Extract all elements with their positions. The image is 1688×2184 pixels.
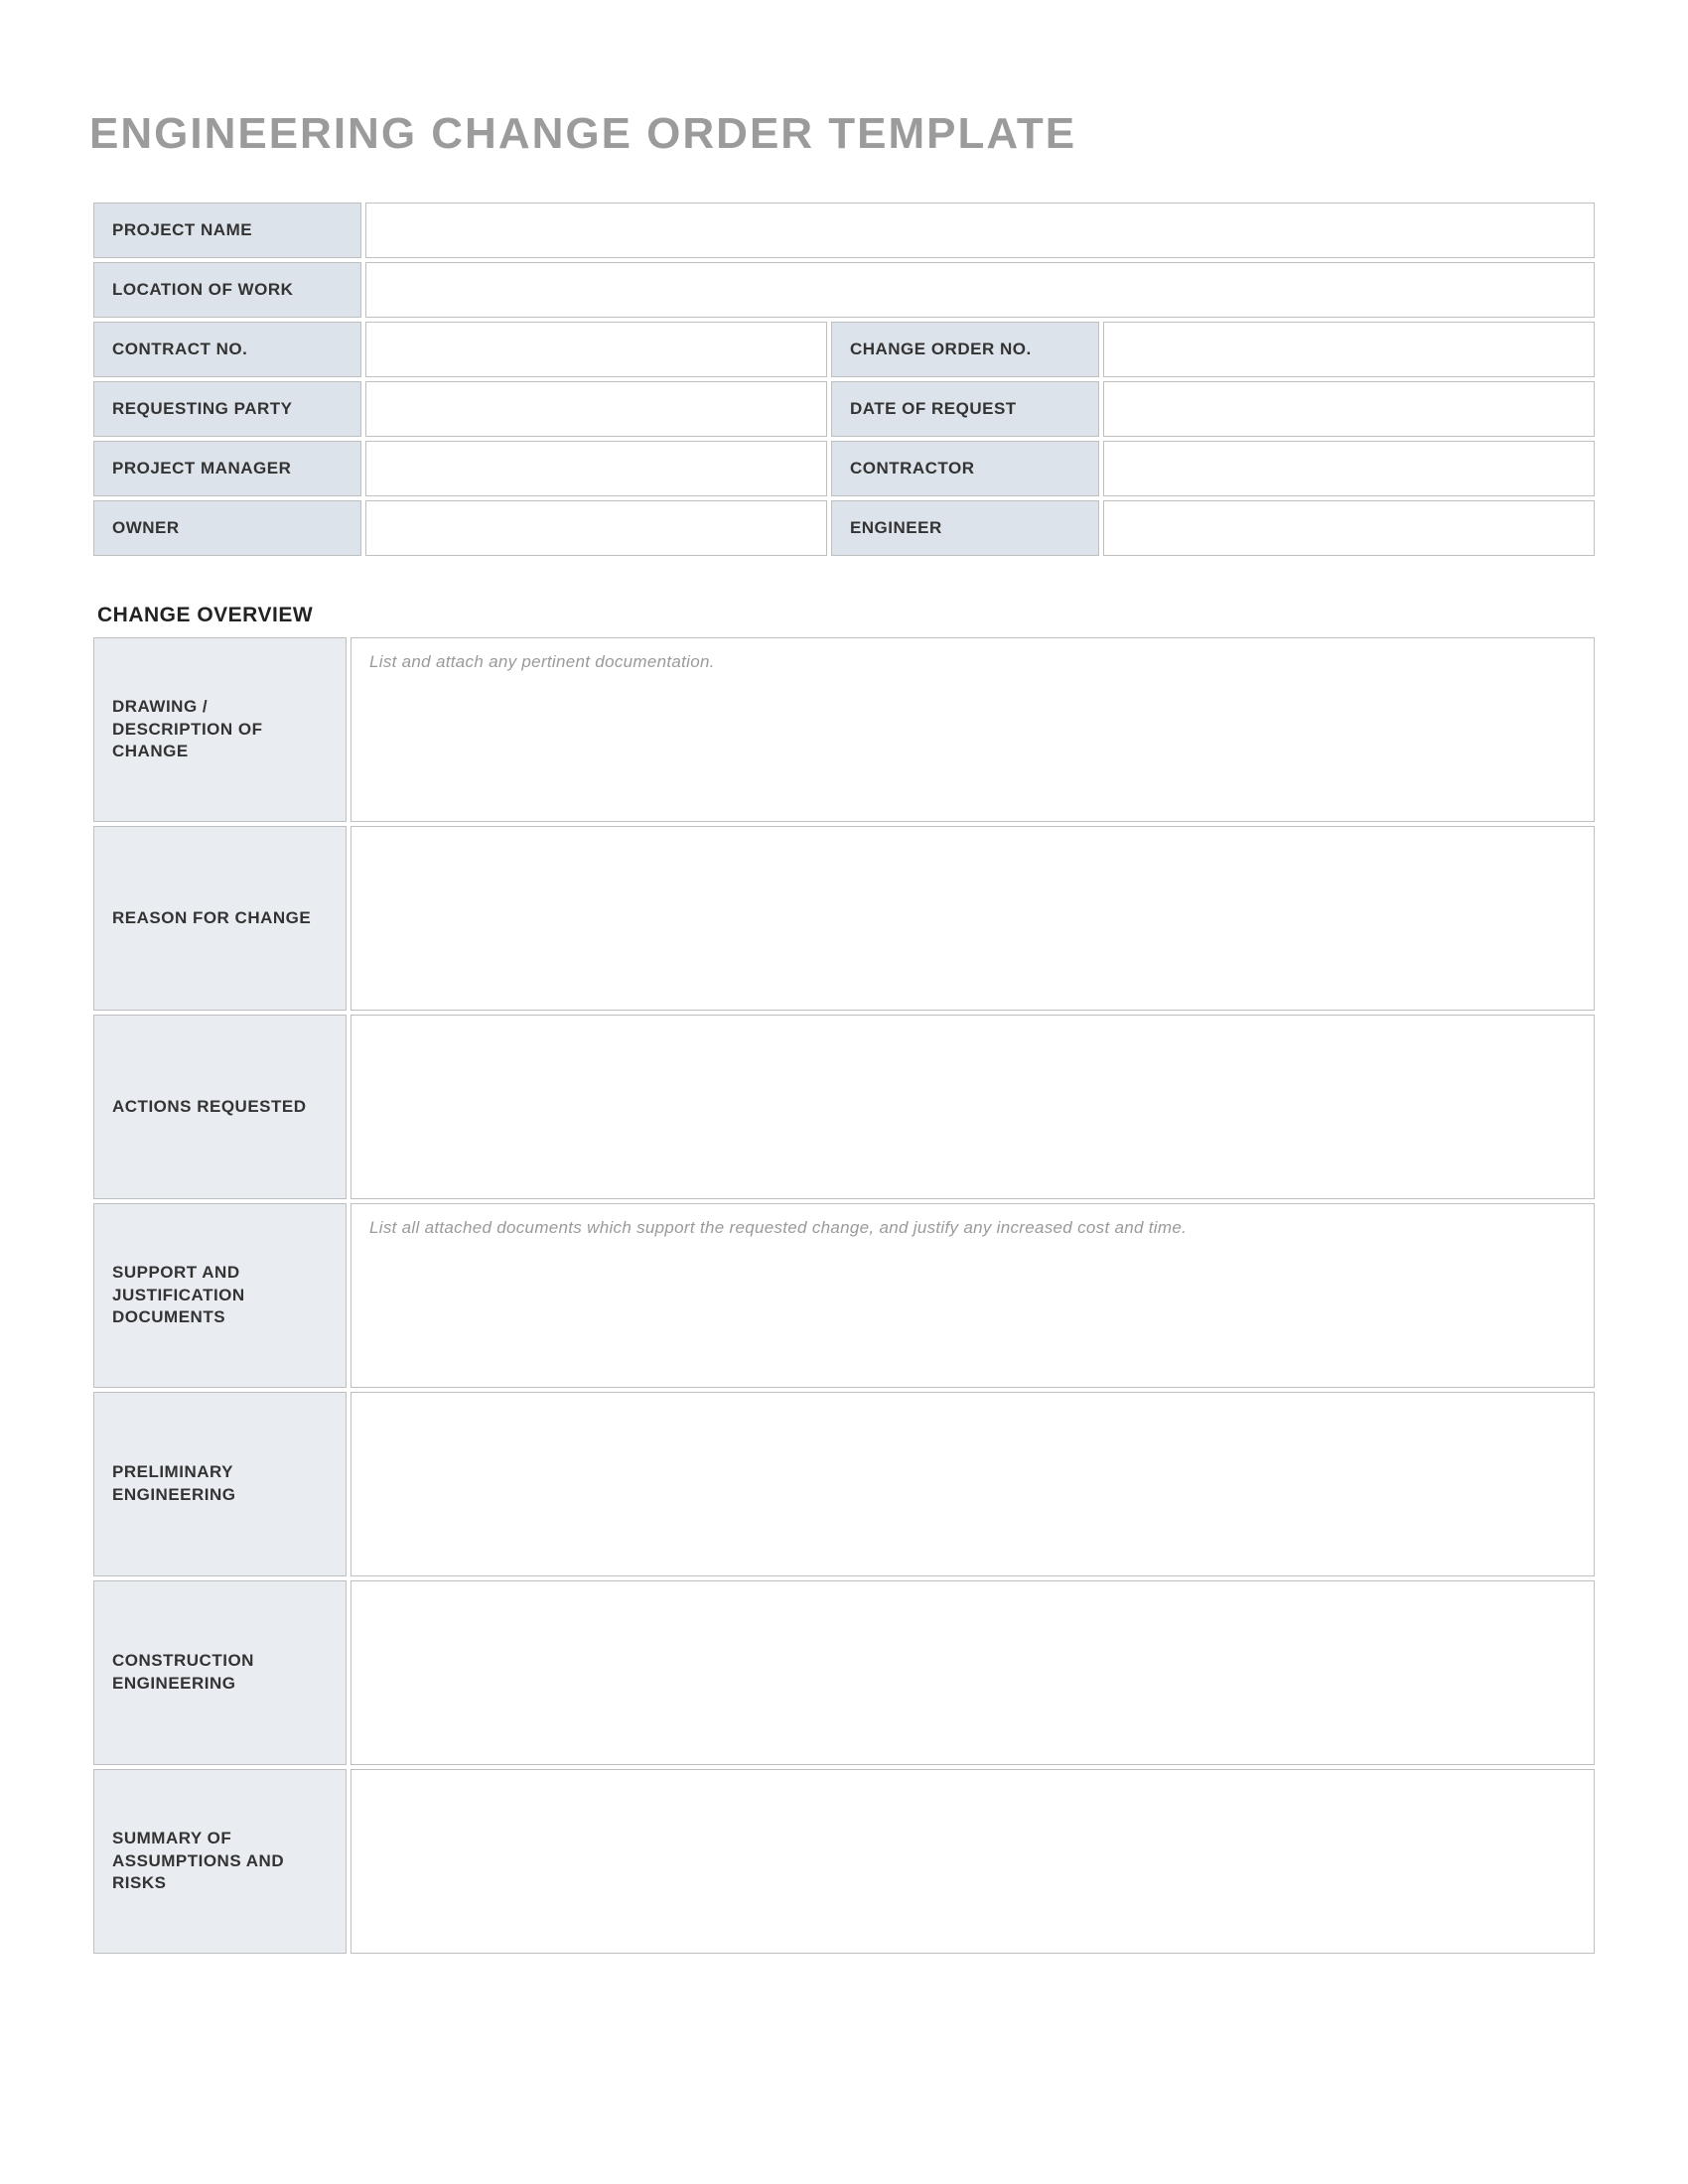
- field-value[interactable]: [365, 500, 827, 556]
- table-row: OWNER ENGINEER: [93, 500, 1595, 556]
- field-label: DATE OF REQUEST: [831, 381, 1099, 437]
- field-value[interactable]: [1103, 322, 1595, 377]
- table-row: LOCATION OF WORK: [93, 262, 1595, 318]
- hint-text: List and attach any pertinent documentat…: [369, 652, 1576, 672]
- field-value[interactable]: [1103, 381, 1595, 437]
- field-value[interactable]: [365, 203, 1595, 258]
- field-label: PROJECT MANAGER: [93, 441, 361, 496]
- table-row: PROJECT NAME: [93, 203, 1595, 258]
- overview-label: PRELIMINARY ENGINEERING: [93, 1392, 347, 1576]
- field-value[interactable]: [365, 381, 827, 437]
- hint-text: List all attached documents which suppor…: [369, 1218, 1576, 1238]
- table-row: REQUESTING PARTY DATE OF REQUEST: [93, 381, 1595, 437]
- field-label: LOCATION OF WORK: [93, 262, 361, 318]
- overview-value[interactable]: [351, 1015, 1595, 1199]
- overview-label: DRAWING / DESCRIPTION OF CHANGE: [93, 637, 347, 822]
- overview-label: SUMMARY OF ASSUMPTIONS AND RISKS: [93, 1769, 347, 1954]
- field-value[interactable]: [365, 441, 827, 496]
- table-row: ACTIONS REQUESTED: [93, 1015, 1595, 1199]
- project-info-table: PROJECT NAMELOCATION OF WORKCONTRACT NO.…: [89, 199, 1599, 560]
- field-label: CHANGE ORDER NO.: [831, 322, 1099, 377]
- table-row: SUPPORT AND JUSTIFICATION DOCUMENTS List …: [93, 1203, 1595, 1388]
- overview-value[interactable]: [351, 1769, 1595, 1954]
- overview-value[interactable]: List all attached documents which suppor…: [351, 1203, 1595, 1388]
- field-label: ENGINEER: [831, 500, 1099, 556]
- overview-label: SUPPORT AND JUSTIFICATION DOCUMENTS: [93, 1203, 347, 1388]
- table-row: PROJECT MANAGER CONTRACTOR: [93, 441, 1595, 496]
- table-row: CONSTRUCTION ENGINEERING: [93, 1580, 1595, 1765]
- table-row: CONTRACT NO. CHANGE ORDER NO.: [93, 322, 1595, 377]
- table-row: SUMMARY OF ASSUMPTIONS AND RISKS: [93, 1769, 1595, 1954]
- page-title: ENGINEERING CHANGE ORDER TEMPLATE: [89, 109, 1599, 159]
- overview-value[interactable]: [351, 1580, 1595, 1765]
- overview-value[interactable]: List and attach any pertinent documentat…: [351, 637, 1595, 822]
- overview-value[interactable]: [351, 1392, 1595, 1576]
- field-value[interactable]: [1103, 441, 1595, 496]
- field-value[interactable]: [365, 262, 1595, 318]
- change-overview-table: DRAWING / DESCRIPTION OF CHANGE List and …: [89, 633, 1599, 1958]
- table-row: PRELIMINARY ENGINEERING: [93, 1392, 1595, 1576]
- field-value[interactable]: [365, 322, 827, 377]
- field-value[interactable]: [1103, 500, 1595, 556]
- overview-value[interactable]: [351, 826, 1595, 1011]
- field-label: CONTRACT NO.: [93, 322, 361, 377]
- field-label: REQUESTING PARTY: [93, 381, 361, 437]
- overview-label: ACTIONS REQUESTED: [93, 1015, 347, 1199]
- table-row: DRAWING / DESCRIPTION OF CHANGE List and …: [93, 637, 1595, 822]
- overview-label: CONSTRUCTION ENGINEERING: [93, 1580, 347, 1765]
- change-overview-heading: CHANGE OVERVIEW: [97, 604, 1599, 627]
- table-row: REASON FOR CHANGE: [93, 826, 1595, 1011]
- field-label: OWNER: [93, 500, 361, 556]
- field-label: CONTRACTOR: [831, 441, 1099, 496]
- field-label: PROJECT NAME: [93, 203, 361, 258]
- overview-label: REASON FOR CHANGE: [93, 826, 347, 1011]
